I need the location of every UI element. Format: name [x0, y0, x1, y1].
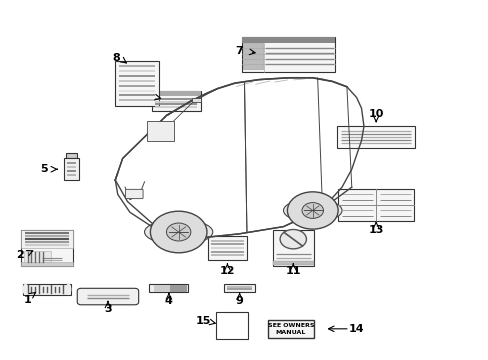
FancyBboxPatch shape: [125, 189, 143, 199]
Text: 15: 15: [195, 316, 210, 325]
Text: 7: 7: [235, 46, 243, 56]
FancyBboxPatch shape: [21, 262, 73, 266]
FancyBboxPatch shape: [66, 153, 77, 158]
Text: 4: 4: [164, 296, 172, 306]
Text: 13: 13: [368, 225, 383, 235]
FancyBboxPatch shape: [191, 98, 200, 102]
Circle shape: [287, 192, 337, 229]
Ellipse shape: [65, 284, 71, 295]
Text: 14: 14: [348, 324, 364, 334]
Text: 5: 5: [40, 164, 47, 174]
Text: 12: 12: [219, 266, 235, 276]
Text: 9: 9: [235, 296, 243, 306]
Text: SEE OWNERS: SEE OWNERS: [267, 323, 313, 328]
FancyBboxPatch shape: [22, 284, 71, 295]
FancyBboxPatch shape: [336, 126, 414, 148]
FancyBboxPatch shape: [63, 158, 79, 180]
FancyBboxPatch shape: [147, 121, 173, 140]
FancyBboxPatch shape: [115, 61, 159, 105]
FancyBboxPatch shape: [216, 312, 247, 339]
FancyBboxPatch shape: [272, 230, 313, 266]
Text: 1: 1: [23, 295, 31, 305]
Ellipse shape: [283, 199, 341, 222]
FancyBboxPatch shape: [21, 230, 73, 248]
FancyBboxPatch shape: [243, 43, 262, 69]
FancyBboxPatch shape: [242, 37, 334, 72]
Ellipse shape: [22, 284, 28, 295]
FancyBboxPatch shape: [338, 189, 413, 221]
Text: 3: 3: [104, 304, 112, 314]
FancyBboxPatch shape: [149, 284, 188, 292]
Text: 6: 6: [142, 91, 150, 101]
Text: MANUAL: MANUAL: [275, 330, 305, 335]
FancyBboxPatch shape: [77, 288, 139, 305]
Text: 2: 2: [16, 250, 24, 260]
FancyBboxPatch shape: [154, 285, 173, 292]
FancyBboxPatch shape: [267, 320, 313, 338]
Circle shape: [150, 211, 206, 253]
FancyBboxPatch shape: [207, 237, 246, 260]
FancyBboxPatch shape: [21, 230, 73, 266]
Circle shape: [302, 203, 323, 219]
FancyBboxPatch shape: [272, 261, 313, 265]
Circle shape: [280, 229, 306, 249]
FancyBboxPatch shape: [152, 91, 200, 111]
Ellipse shape: [144, 220, 212, 244]
FancyBboxPatch shape: [170, 285, 187, 292]
FancyBboxPatch shape: [242, 37, 334, 43]
Text: 8: 8: [113, 53, 121, 63]
FancyBboxPatch shape: [152, 91, 200, 95]
Circle shape: [166, 223, 190, 241]
FancyBboxPatch shape: [24, 251, 51, 264]
Text: 10: 10: [368, 109, 383, 119]
Text: 11: 11: [285, 266, 301, 276]
FancyBboxPatch shape: [224, 284, 255, 292]
